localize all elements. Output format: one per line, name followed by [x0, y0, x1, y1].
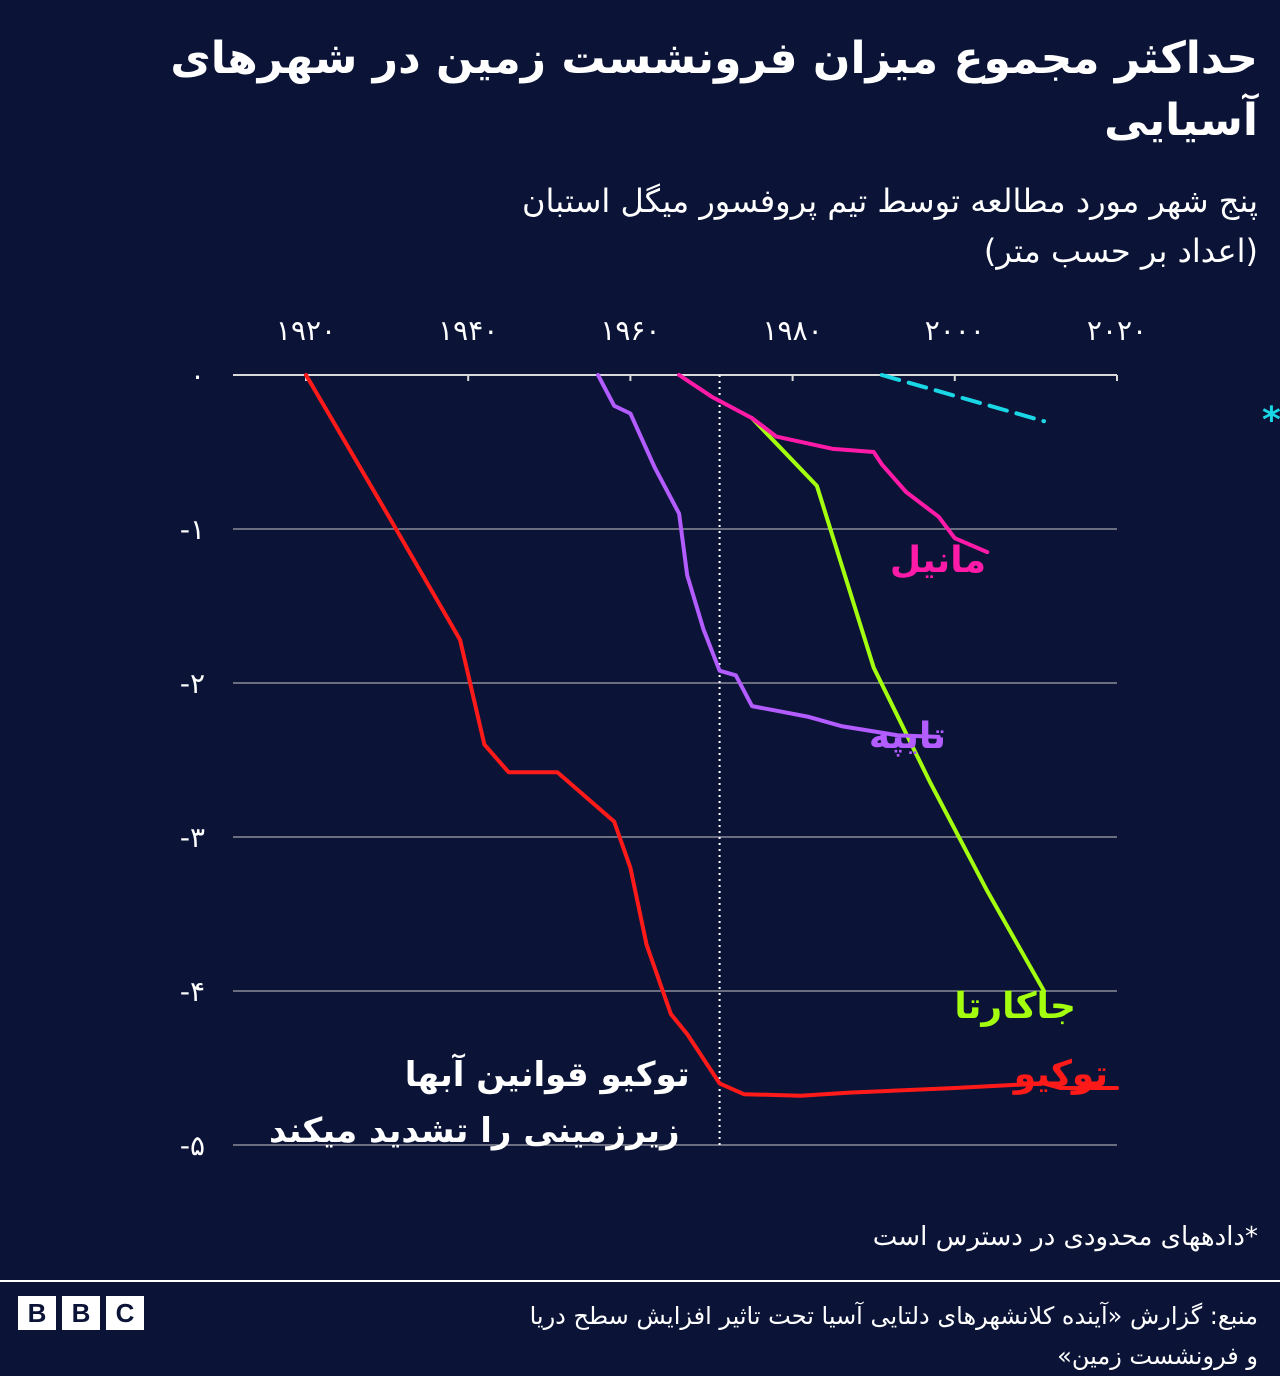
series-label-3: مانیل [890, 540, 986, 581]
subtitle-line-2: (اعداد بر حسب متر) [983, 232, 1258, 270]
series-label-2: تایپه [869, 716, 946, 757]
chart-subtitle: پنج شهر مورد مطالعه توسط تیم پروفسور میگ… [108, 176, 1258, 276]
subtitle-line-1: پنج شهر مورد مطالعه توسط تیم پروفسور میگ… [522, 182, 1258, 220]
bbc-logo: B B C [18, 1296, 144, 1330]
x-tick-label-3: ۱۹۸۰ [763, 314, 823, 347]
y-tick-label-4: -۴ [180, 975, 205, 1008]
x-tick-label-5: ۲۰۲۰ [1087, 314, 1147, 347]
series-line-2 [596, 373, 941, 739]
y-tick-label-2: -۲ [180, 667, 205, 700]
source-text: منبع: گزارش «آینده کلانشهرهای دلتایی آسی… [298, 1296, 1258, 1376]
series-label-0: توکیو [1012, 1054, 1108, 1095]
chart-title: حداکثر مجموع میزان فرونشست زمین در شهرها… [170, 33, 1258, 146]
y-tick-label-1: -۱ [180, 513, 205, 546]
y-tick-label-5: -۵ [180, 1129, 205, 1162]
series-line-3 [677, 373, 990, 555]
x-tick-label-4: ۲۰۰۰ [925, 314, 985, 347]
series-label-4: هوشی مین* [1262, 400, 1280, 441]
x-tick-label-2: ۱۹۶۰ [600, 314, 660, 347]
series-line-1 [750, 416, 1046, 993]
series-line-4 [879, 373, 1046, 424]
series-label-1: جاکارتا [954, 986, 1076, 1027]
annotation-line-2: زیرزمینی را تشدید میکند [269, 1111, 680, 1151]
bbc-logo-letter-1: B [18, 1296, 56, 1330]
x-tick-label-0: ۱۹۲۰ [276, 314, 336, 347]
x-tick-label-1: ۱۹۴۰ [438, 314, 498, 347]
y-tick-label-0: ۰ [190, 359, 205, 392]
bbc-logo-letter-2: B [62, 1296, 100, 1330]
annotation-line-1: توکیو قوانین آبها [405, 1053, 690, 1095]
subsidence-line-chart: ۰ -۱ -۲ -۳ -۴ -۵ ۱۹۲۰ ۱۹۴۰ ۱۹۶۰ ۱۹۸۰ ۲۰۰۰ ۲۰۲۰ توکیو… [180, 314, 1280, 1162]
footer-divider [0, 1280, 1280, 1282]
y-tick-label-3: -۳ [180, 821, 205, 854]
bbc-logo-letter-3: C [106, 1296, 144, 1330]
footnote: *دادههای محدودی در دسترس است [872, 1222, 1258, 1252]
series-line-0 [304, 373, 1119, 1098]
source-line-1: منبع: گزارش «آینده کلانشهرهای دلتایی آسی… [529, 1302, 1258, 1330]
source-line-2: و فرونشست زمین» [1057, 1342, 1258, 1370]
